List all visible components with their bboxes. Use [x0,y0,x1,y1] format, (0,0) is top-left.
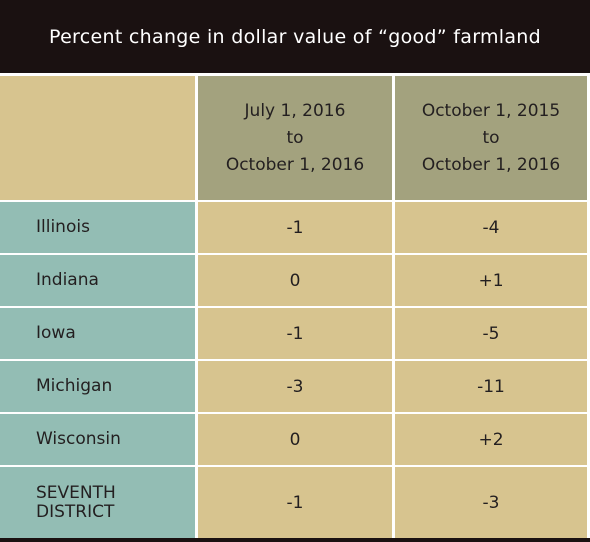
value-michigan-year: -11 [395,361,587,412]
row-label-iowa: Iowa [0,308,195,359]
corner-cell [0,76,195,200]
value-iowa-year: -5 [395,308,587,359]
value-seventh-district-quarter: -1 [198,467,392,538]
value-illinois-quarter: -1 [198,202,392,253]
column-header-quarter: July 1, 2016 to October 1, 2016 [198,76,392,200]
value-wisconsin-quarter: 0 [198,414,392,465]
data-table: July 1, 2016 to October 1, 2016 October … [0,73,590,538]
row-label-wisconsin: Wisconsin [0,414,195,465]
row-label-indiana: Indiana [0,255,195,306]
value-illinois-year: -4 [395,202,587,253]
value-indiana-year: +1 [395,255,587,306]
row-label-illinois: Illinois [0,202,195,253]
value-seventh-district-year: -3 [395,467,587,538]
value-wisconsin-year: +2 [395,414,587,465]
value-indiana-quarter: 0 [198,255,392,306]
table-title: Percent change in dollar value of “good”… [0,0,590,73]
column-header-year: October 1, 2015 to October 1, 2016 [395,76,587,200]
row-label-michigan: Michigan [0,361,195,412]
value-michigan-quarter: -3 [198,361,392,412]
value-iowa-quarter: -1 [198,308,392,359]
bottom-rule [0,538,590,542]
row-label-seventh-district: SEVENTH DISTRICT [0,467,195,538]
